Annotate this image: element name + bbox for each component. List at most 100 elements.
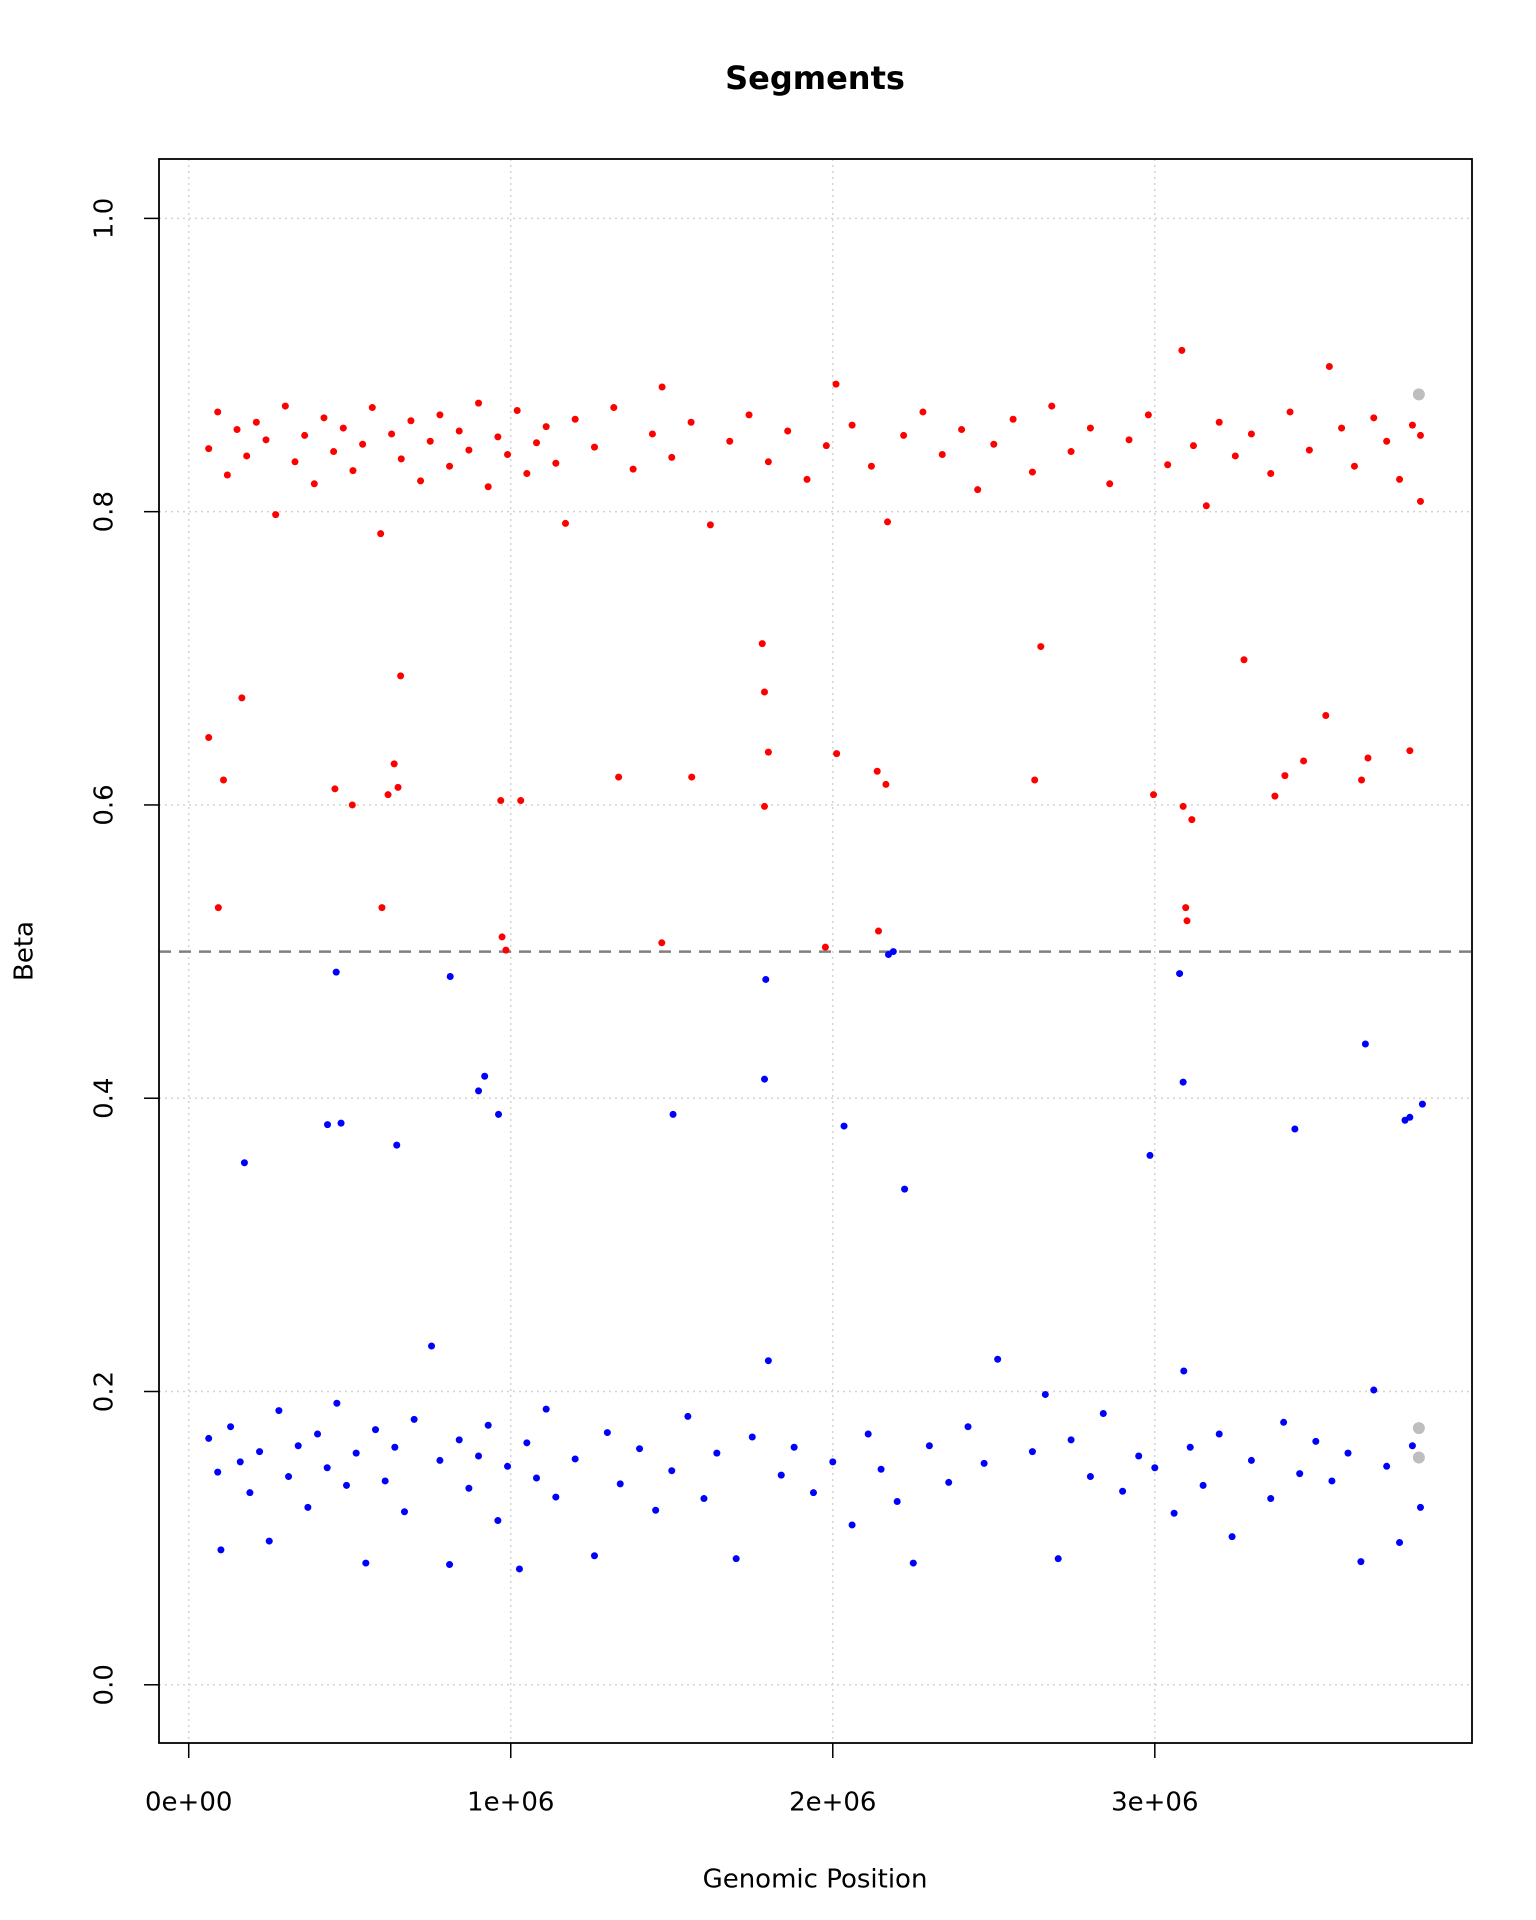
point [446, 973, 454, 981]
point [384, 791, 392, 799]
point [994, 1355, 1002, 1363]
point [1164, 461, 1172, 469]
point [1135, 1452, 1143, 1460]
point [359, 440, 367, 448]
point [1037, 643, 1045, 651]
point [523, 470, 531, 478]
point [964, 1423, 972, 1431]
point [1305, 446, 1313, 454]
point [1176, 970, 1184, 978]
point [481, 1072, 489, 1080]
point [990, 440, 998, 448]
point [945, 1478, 953, 1486]
point [502, 946, 510, 954]
point [1086, 1473, 1094, 1481]
point [1350, 462, 1358, 470]
point [446, 462, 454, 470]
point [446, 1561, 454, 1569]
point [1228, 1533, 1236, 1541]
point [762, 975, 770, 983]
point [304, 1503, 312, 1511]
point [1286, 408, 1294, 416]
point [958, 426, 966, 434]
point [1067, 448, 1075, 456]
point [397, 672, 405, 680]
point [901, 1185, 909, 1193]
point [925, 1442, 933, 1450]
point [1189, 442, 1197, 450]
point [1312, 1437, 1320, 1445]
point [1215, 418, 1223, 426]
point [1067, 1436, 1075, 1444]
point [1408, 1442, 1416, 1450]
point [761, 1075, 769, 1083]
point [919, 408, 927, 416]
point [764, 748, 772, 756]
point [864, 1430, 872, 1438]
point [533, 1474, 541, 1482]
point [1031, 776, 1039, 784]
point [323, 1464, 331, 1472]
point [455, 1436, 463, 1444]
point [974, 486, 982, 494]
point [761, 802, 769, 810]
point [475, 1087, 483, 1095]
point [1028, 468, 1036, 476]
point [777, 1471, 785, 1479]
point [848, 421, 856, 429]
point [1325, 362, 1333, 370]
point [390, 760, 398, 768]
point [533, 439, 541, 447]
point [1361, 1040, 1369, 1048]
point [214, 904, 222, 912]
point [629, 465, 637, 473]
point [1231, 452, 1239, 460]
point [1408, 421, 1416, 429]
point [590, 1552, 598, 1560]
point [465, 446, 473, 454]
point [1186, 1443, 1194, 1451]
point [362, 1559, 370, 1567]
point [236, 1458, 244, 1466]
point [1412, 388, 1425, 401]
point [700, 1495, 708, 1503]
point [410, 1415, 418, 1423]
point [980, 1459, 988, 1467]
point [436, 411, 444, 419]
point [1009, 415, 1017, 423]
point [238, 694, 246, 702]
point [407, 417, 415, 425]
point [1344, 1449, 1352, 1457]
point [475, 399, 483, 407]
point [821, 943, 829, 951]
point [1416, 431, 1424, 439]
point [610, 404, 618, 412]
point [1086, 424, 1094, 432]
point [1150, 791, 1158, 799]
point [233, 426, 241, 434]
point [504, 1462, 512, 1470]
point [1412, 1451, 1425, 1464]
point [1412, 1422, 1425, 1435]
point [1267, 470, 1275, 478]
point [803, 475, 811, 483]
point [393, 1141, 401, 1149]
point [484, 483, 492, 491]
point [1383, 1462, 1391, 1470]
y-tick-label: 0.8 [90, 491, 120, 532]
point [294, 1442, 302, 1450]
point [220, 776, 228, 784]
point [205, 733, 213, 741]
x-tick-label: 0e+00 [145, 1788, 232, 1818]
point [214, 1468, 222, 1476]
point [764, 458, 772, 466]
point [417, 477, 425, 485]
point [426, 437, 434, 445]
point [764, 1357, 772, 1365]
chart-title: Segments [725, 59, 905, 97]
point [523, 1439, 531, 1447]
point [223, 471, 231, 479]
point [684, 1412, 692, 1420]
point [636, 1445, 644, 1453]
